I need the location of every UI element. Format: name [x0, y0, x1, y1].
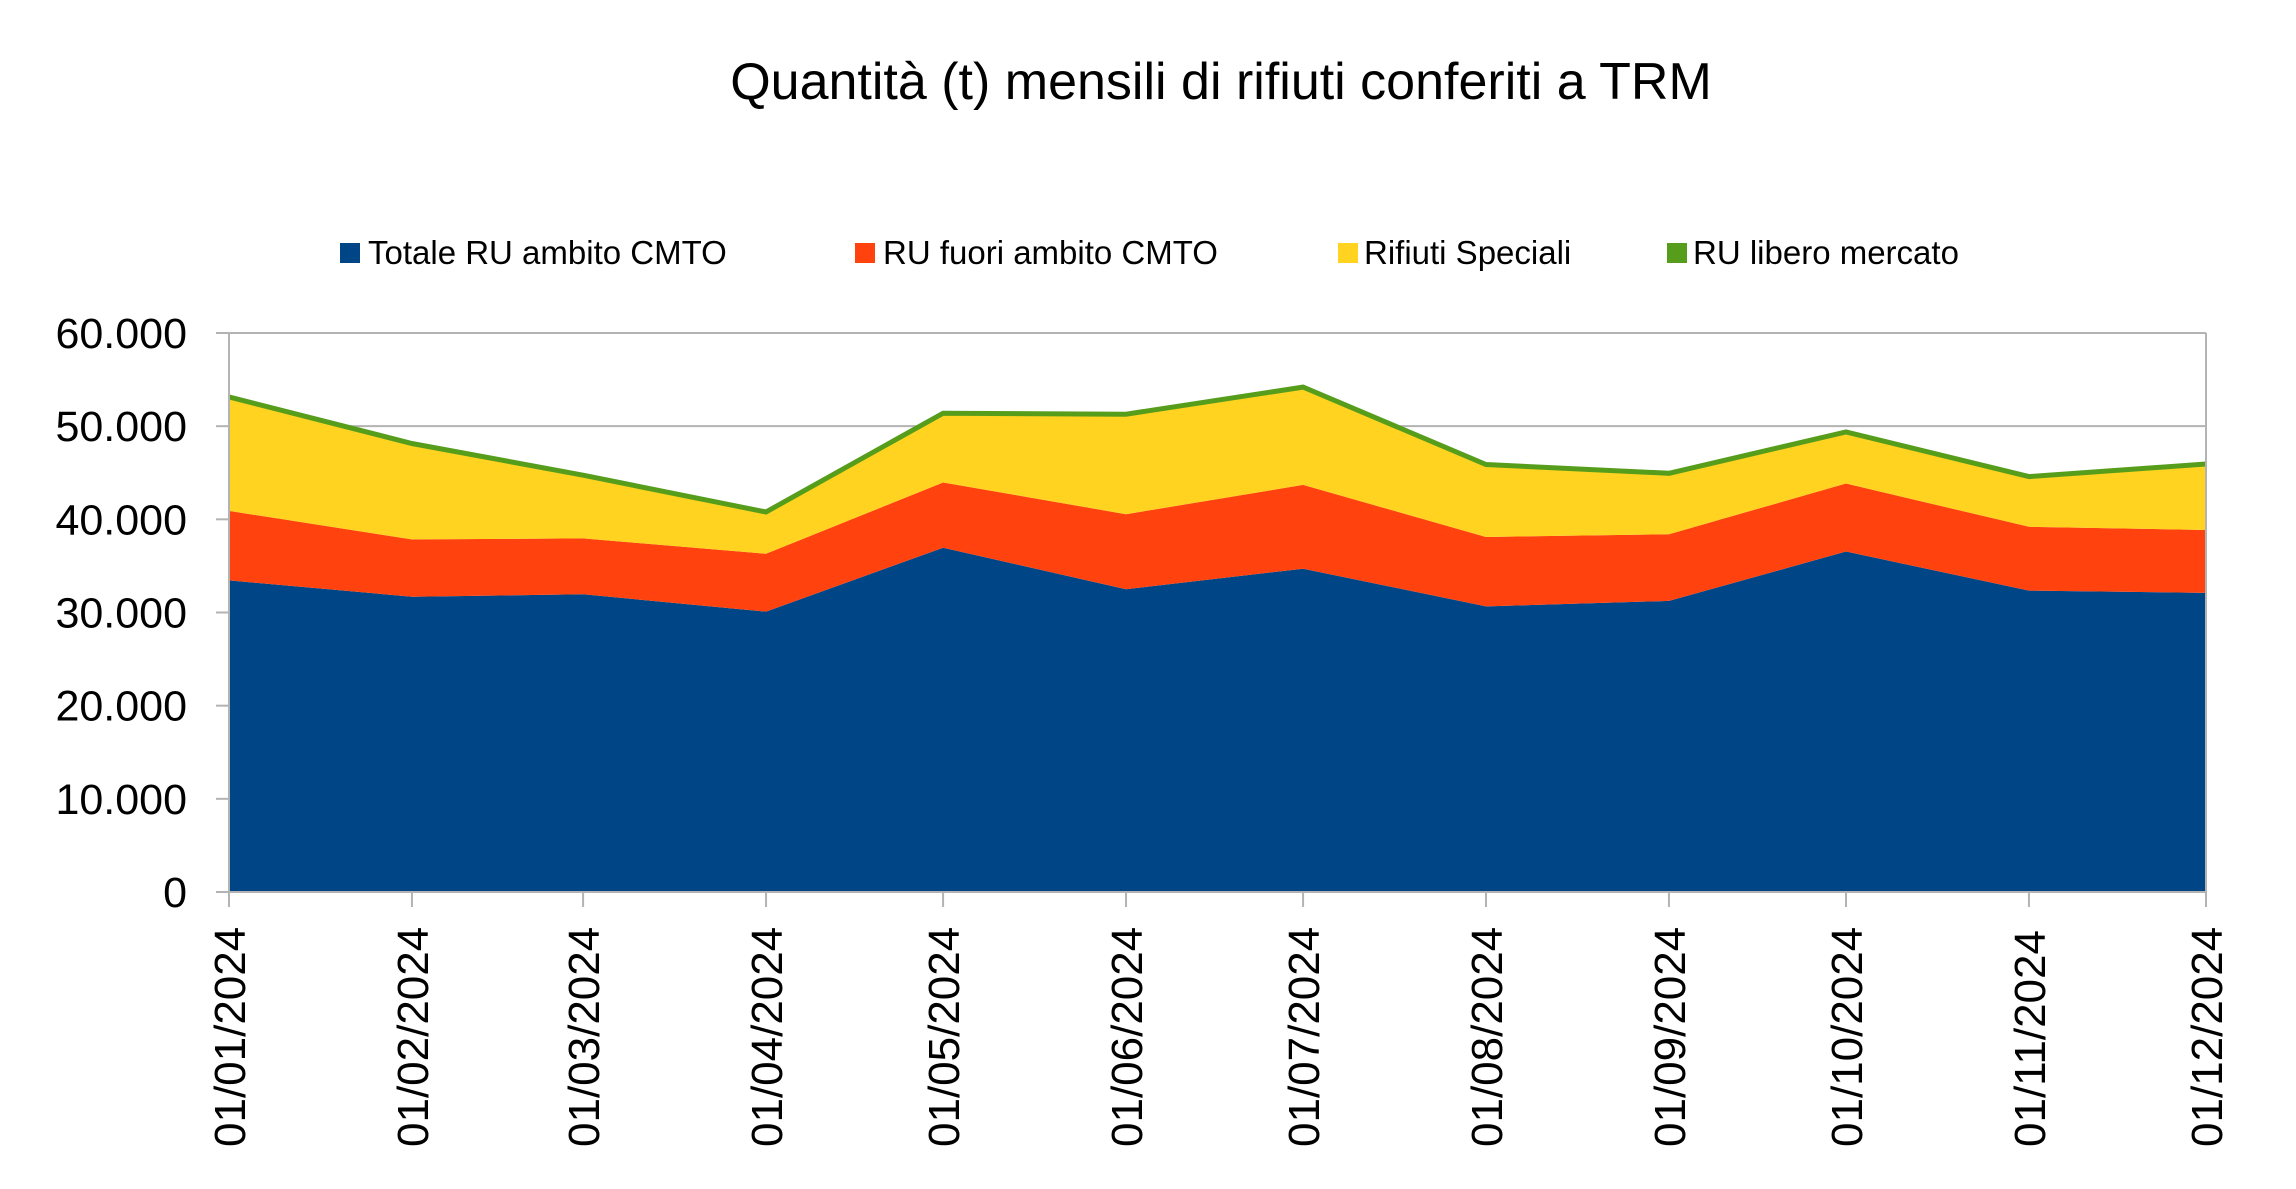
- y-tick-label: 20.000: [55, 683, 187, 731]
- x-tick-label: 01/10/2024: [1823, 927, 1872, 1147]
- x-tick-label: 01/01/2024: [206, 927, 255, 1147]
- y-tick-label: 0: [163, 869, 187, 917]
- y-tick-label: 40.000: [55, 496, 187, 544]
- area-totale-ru-ambito-cmto: [229, 547, 2206, 892]
- x-tick-label: 01/09/2024: [1646, 927, 1695, 1147]
- legend-label-ru-fuori-ambito: RU fuori ambito CMTO: [883, 234, 1218, 271]
- chart-title: Quantità (t) mensili di rifiuti conferit…: [730, 53, 1712, 111]
- area-ru-fuori-ambito-cmto: [229, 482, 2206, 612]
- area-series: [228, 384, 2207, 892]
- y-axis-tick-labels: 0 10.000 20.000 30.000 40.000 50.000 60.000: [55, 310, 187, 917]
- legend-label-totale-ru: Totale RU ambito CMTO: [368, 234, 727, 271]
- area-rifiuti-speciali: [229, 388, 2206, 554]
- x-tick-label: 01/05/2024: [920, 927, 969, 1147]
- x-tick-label: 01/12/2024: [2183, 927, 2232, 1147]
- legend: Totale RU ambito CMTO RU fuori ambito CM…: [340, 234, 1959, 271]
- x-tick-label: 01/03/2024: [560, 927, 609, 1147]
- legend-label-rifiuti-speciali: Rifiuti Speciali: [1364, 234, 1571, 271]
- y-tick-label: 60.000: [55, 310, 187, 358]
- x-tick-label: 01/06/2024: [1103, 927, 1152, 1147]
- x-tick-label: 01/11/2024: [2006, 930, 2055, 1147]
- x-axis-tick-labels: 01/01/2024 01/02/2024 01/03/2024 01/04/2024…: [206, 892, 2232, 1147]
- x-tick-label: 01/08/2024: [1463, 927, 1512, 1147]
- legend-item-ru-libero-mercato: RU libero mercato: [1667, 234, 1959, 271]
- legend-item-totale-ru: Totale RU ambito CMTO: [340, 234, 727, 271]
- axes: [216, 333, 2207, 893]
- legend-swatch-totale-ru: [340, 243, 360, 263]
- legend-swatch-rifiuti-speciali: [1338, 243, 1358, 263]
- legend-swatch-ru-libero-mercato: [1667, 243, 1687, 263]
- x-tick-label: 01/07/2024: [1280, 927, 1329, 1147]
- y-tick-label: 50.000: [55, 403, 187, 451]
- legend-swatch-ru-fuori-ambito: [855, 243, 875, 263]
- legend-item-ru-fuori-ambito: RU fuori ambito CMTO: [855, 234, 1218, 271]
- legend-label-ru-libero-mercato: RU libero mercato: [1693, 234, 1959, 271]
- y-tick-label: 10.000: [55, 776, 187, 824]
- legend-item-rifiuti-speciali: Rifiuti Speciali: [1338, 234, 1571, 271]
- y-tick-label: 30.000: [55, 590, 187, 638]
- x-tick-label: 01/04/2024: [743, 927, 792, 1147]
- x-tick-label: 01/02/2024: [389, 927, 438, 1147]
- area-ru-libero-mercato-edge: [228, 384, 2207, 515]
